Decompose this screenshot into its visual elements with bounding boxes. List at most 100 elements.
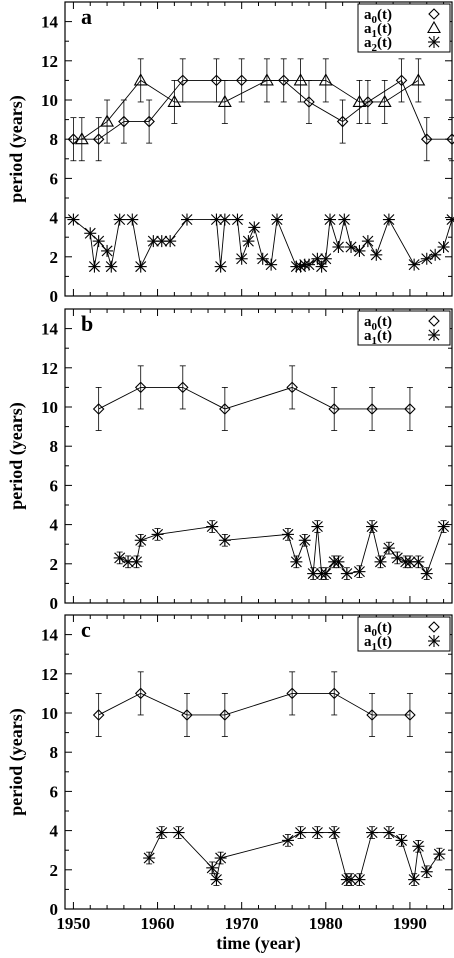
y-tick-label: 12 (41, 359, 58, 378)
data-point-stroke (236, 253, 248, 265)
data-point (293, 73, 308, 86)
data-point-stroke (383, 827, 395, 839)
chart-panel-b: 0 2 4 6 8 10 12 14 period (years) b a0(t)a1(t) (6, 308, 453, 613)
data-point-stroke (311, 253, 323, 265)
data-point-stroke (126, 214, 138, 226)
data-point (265, 258, 278, 271)
data-point (370, 248, 383, 261)
data-point-stroke (404, 556, 416, 568)
data-point (151, 528, 164, 541)
data-point (353, 244, 366, 257)
data-point-stroke (320, 253, 332, 265)
data-point (214, 260, 227, 273)
data-point (412, 840, 425, 853)
data-point-stroke (311, 827, 323, 839)
data-point (433, 848, 446, 861)
data-point-stroke (366, 827, 378, 839)
data-point-stroke (383, 542, 395, 554)
data-point-stroke (353, 245, 365, 257)
data-point (311, 826, 324, 839)
data-point (206, 861, 219, 874)
data-point (412, 555, 425, 568)
data-point-stroke (147, 235, 159, 247)
x-tick-label: 1980 (309, 914, 343, 933)
data-point (74, 132, 89, 145)
series-line (73, 79, 452, 140)
data-point (286, 687, 298, 700)
y-tick-label: 8 (50, 130, 59, 149)
legend-label: a1(t) (364, 328, 392, 347)
data-point (408, 258, 421, 271)
data-point-stroke (181, 214, 193, 226)
data-point (332, 241, 345, 253)
y-tick-label: 8 (50, 743, 59, 762)
data-point (181, 709, 193, 721)
data-point-stroke (101, 245, 113, 257)
plot-frame (64, 614, 453, 910)
data-point (294, 260, 307, 273)
data-point (340, 567, 353, 580)
data-point (180, 213, 193, 226)
data-point (298, 534, 311, 547)
data-point (366, 403, 378, 415)
data-point (338, 213, 351, 226)
data-point (290, 555, 303, 568)
data-point (105, 260, 118, 273)
series-a0t (67, 58, 454, 162)
data-point-stroke (114, 214, 126, 226)
legend-label: a2(t) (364, 35, 392, 54)
legend-label: a0(t) (364, 620, 392, 639)
data-point-stroke (135, 534, 147, 546)
legend-marker (428, 36, 440, 48)
data-point (143, 115, 155, 128)
series-line (119, 524, 445, 575)
legend-marker (428, 315, 440, 327)
data-point (210, 74, 223, 87)
data-point (374, 555, 387, 568)
y-tick-label: 12 (41, 52, 58, 71)
data-point-stroke (88, 261, 100, 273)
data-point (218, 213, 231, 226)
data-point-stroke (362, 235, 374, 247)
y-tick-label: 6 (50, 782, 59, 801)
data-point-stroke (438, 521, 450, 533)
y-tick-label: 14 (41, 13, 59, 32)
y-axis-title: period (years) (6, 95, 27, 202)
data-point (328, 687, 340, 700)
data-point-stroke (320, 568, 332, 580)
data-point (134, 381, 147, 394)
x-tick-label: 1990 (393, 914, 427, 933)
data-point (319, 252, 332, 265)
data-point-stroke (282, 528, 294, 540)
data-point-stroke (173, 827, 185, 839)
data-point (235, 74, 248, 87)
data-point (164, 235, 177, 248)
data-point-stroke (316, 261, 328, 273)
data-point-stroke (338, 214, 350, 226)
legend-marker (428, 635, 440, 647)
data-point (311, 520, 324, 533)
y-tick-label: 6 (50, 169, 59, 188)
data-point-stroke (311, 521, 323, 533)
legend-label: a0(t) (364, 314, 392, 333)
data-point-stroke (135, 261, 147, 273)
legend: a0(t)a1(t)a2(t) (357, 3, 451, 54)
y-tick-label: 12 (41, 665, 58, 684)
data-point-stroke (210, 874, 222, 886)
data-point (92, 235, 105, 248)
y-axis-title: period (years) (6, 708, 27, 815)
y-tick-label: 8 (50, 437, 59, 456)
data-point (420, 567, 433, 580)
data-point (366, 520, 379, 533)
data-point-stroke (391, 552, 403, 564)
data-point (88, 260, 101, 273)
panel-label: c (81, 617, 91, 642)
legend: a0(t)a1(t) (357, 310, 451, 347)
legend-marker-stroke (428, 329, 440, 341)
data-point-stroke (307, 568, 319, 580)
series-line (98, 692, 410, 716)
y-tick-label: 4 (50, 516, 59, 535)
data-point-stroke (366, 521, 378, 533)
data-point (219, 709, 231, 721)
data-point (318, 73, 333, 86)
